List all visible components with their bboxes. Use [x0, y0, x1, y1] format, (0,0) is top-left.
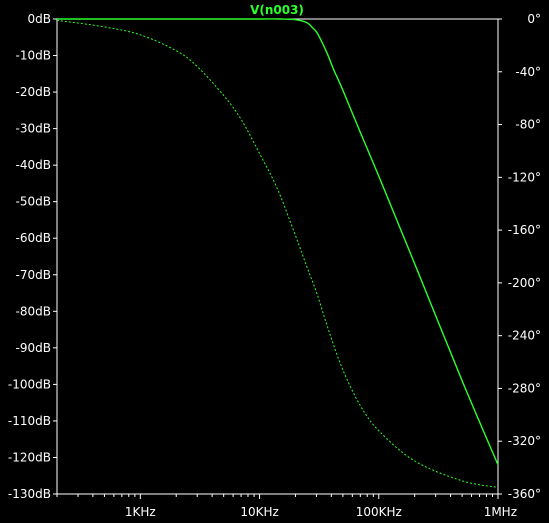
y-left-tick-label: -20dB — [16, 85, 51, 99]
y-right-tick-label: 0° — [527, 12, 541, 26]
y-left-tick-label: -50dB — [16, 195, 51, 209]
y-right-tick-label: -360° — [508, 487, 541, 501]
y-right-tick-label: -80° — [515, 118, 541, 132]
y-left-tick-label: -130dB — [8, 487, 51, 501]
y-right-tick-label: -200° — [508, 276, 541, 290]
y-left-tick-label: -120dB — [8, 450, 51, 464]
y-left-tick-label: -80dB — [16, 304, 51, 318]
y-left-tick-label: -30dB — [16, 122, 51, 136]
left-axis: 0dB -10dB -20dB -30dB -40dB -50dB -60dB -70dB -8… — [8, 12, 57, 501]
magnitude-trace[interactable] — [56, 18, 499, 466]
x-tick-label: 1MHz — [484, 505, 517, 519]
x-tick-label: 10KHz — [240, 505, 278, 519]
y-right-tick-label: -120° — [508, 170, 541, 184]
y-right-tick-label: -280° — [508, 381, 541, 395]
y-left-tick-label: -40dB — [16, 158, 51, 172]
y-left-tick-label: 0dB — [28, 12, 51, 26]
x-tick-label: 1KHz — [125, 505, 156, 519]
y-left-tick-label: -10dB — [16, 49, 51, 63]
trace-legend[interactable]: V(n003) — [250, 3, 304, 17]
y-right-tick-label: -240° — [508, 329, 541, 343]
x-tick-label: 100KHz — [356, 505, 402, 519]
x-axis: 1KHz 10KHz 100KHz 1MHz — [56, 494, 517, 519]
y-left-tick-label: -110dB — [8, 414, 51, 428]
right-axis: 0° -40° -80° -120° -160° -200° -240° -280° -320°… — [498, 12, 541, 501]
y-left-tick-label: -100dB — [8, 377, 51, 391]
y-left-tick-label: -60dB — [16, 231, 51, 245]
y-right-tick-label: -160° — [508, 223, 541, 237]
y-right-tick-label: -40° — [515, 65, 541, 79]
traces — [56, 18, 499, 488]
phase-trace[interactable] — [56, 19, 499, 488]
y-right-tick-label: -320° — [508, 434, 541, 448]
y-left-tick-label: -70dB — [16, 268, 51, 282]
y-left-tick-label: -90dB — [16, 341, 51, 355]
plot-frame — [56, 18, 499, 495]
